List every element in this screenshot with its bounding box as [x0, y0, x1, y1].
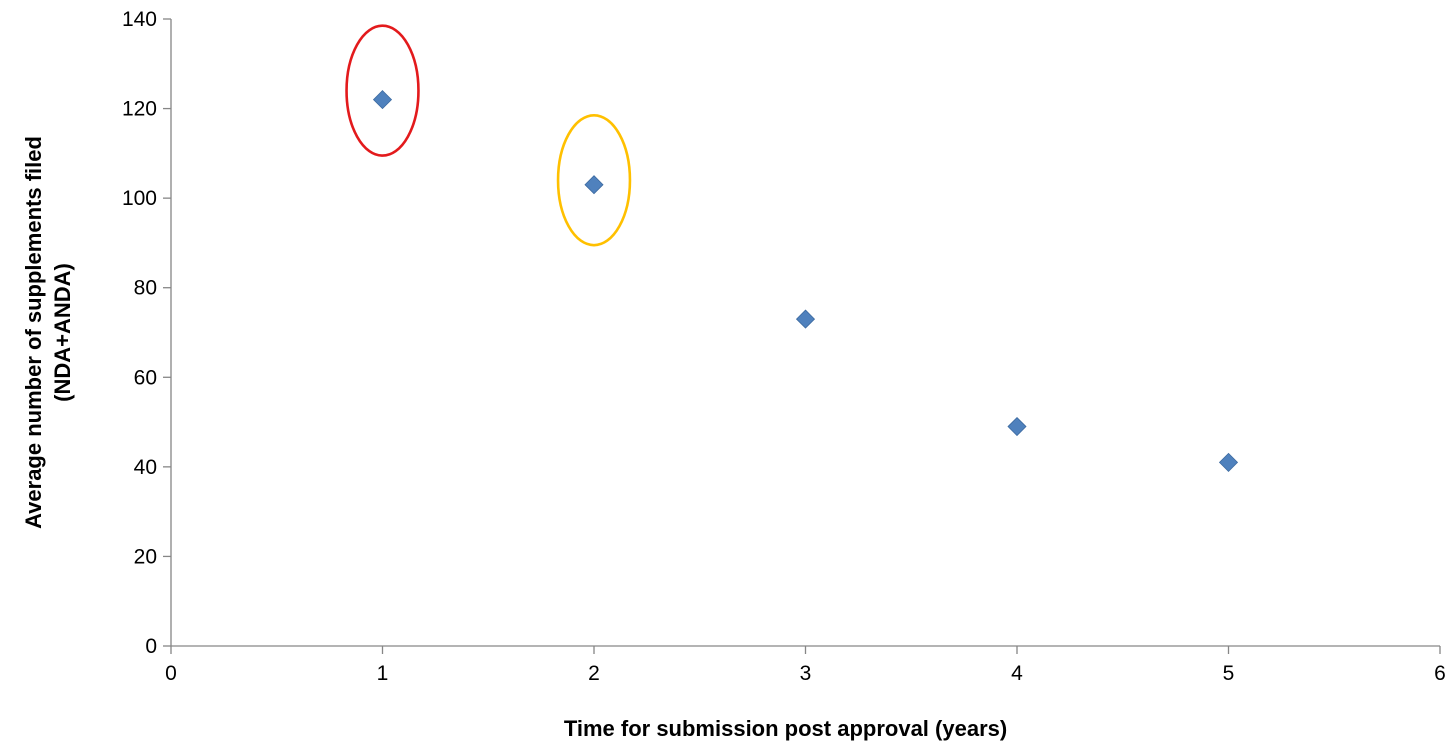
axes-group	[170, 19, 1440, 647]
x-axis-title: Time for submission post approval (years…	[564, 716, 1007, 741]
x-tick-label: 5	[1223, 662, 1235, 685]
points-group	[372, 90, 1239, 472]
y-tick-label: 0	[145, 635, 157, 658]
x-tick-label: 1	[377, 662, 389, 685]
highlight-ellipse	[556, 113, 632, 247]
x-tick-label: 3	[800, 662, 812, 685]
y-axis-title-line-1: Average number of supplements filed	[21, 136, 46, 529]
y-tick-label: 140	[122, 8, 157, 31]
data-point	[1007, 416, 1027, 437]
data-point	[584, 175, 604, 195]
x-tick-label: 6	[1434, 662, 1446, 685]
y-tick-label: 120	[122, 98, 157, 121]
y-tick-label: 100	[122, 187, 157, 210]
y-axis-title-line-2: (NDA+ANDA)	[50, 263, 75, 402]
highlights-group	[345, 24, 632, 247]
data-point	[1218, 452, 1239, 472]
y-tick-label: 60	[134, 366, 157, 389]
y-tick-label: 20	[134, 545, 157, 568]
y-tick-label: 80	[134, 277, 157, 300]
x-tick-label: 4	[1011, 662, 1023, 685]
data-point	[372, 90, 393, 110]
highlight-ellipse	[345, 24, 420, 157]
x-tick-label: 0	[165, 662, 177, 685]
x-tick-label: 2	[588, 662, 600, 685]
data-point	[795, 309, 816, 329]
y-tick-label: 40	[134, 456, 157, 479]
ticks-group: 0 20 40 60 80 100 120 140 0 1 2 3 4 5 6	[122, 8, 1446, 685]
